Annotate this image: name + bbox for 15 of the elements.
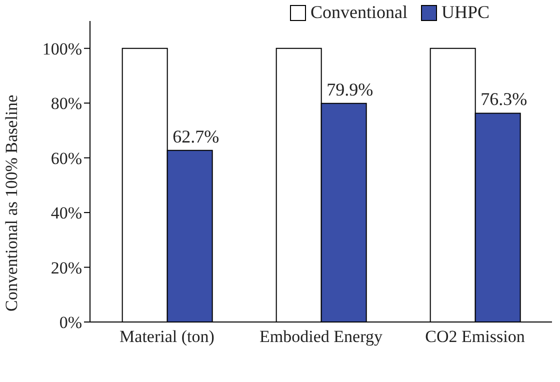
y-tick-label: 80% (50, 94, 82, 114)
legend-label: UHPC (440, 2, 490, 23)
y-tick-label: 100% (42, 39, 82, 58)
x-tick-label: Embodied Energy (260, 327, 383, 346)
y-tick-label: 0% (59, 313, 82, 332)
legend-label: Conventional (309, 2, 408, 23)
y-tick-label: 40% (50, 204, 82, 223)
y-tick-label: 20% (50, 258, 82, 278)
data-label: 62.7% (172, 126, 220, 146)
x-tick-label: CO2 Emission (425, 327, 526, 346)
data-label: 79.9% (326, 79, 374, 100)
x-tick-label: Material (ton) (120, 327, 214, 346)
y-tick-label: 60% (50, 148, 82, 168)
y-axis-title: Conventional as 100% Baseline (2, 94, 22, 312)
data-label: 76.3% (480, 89, 528, 110)
